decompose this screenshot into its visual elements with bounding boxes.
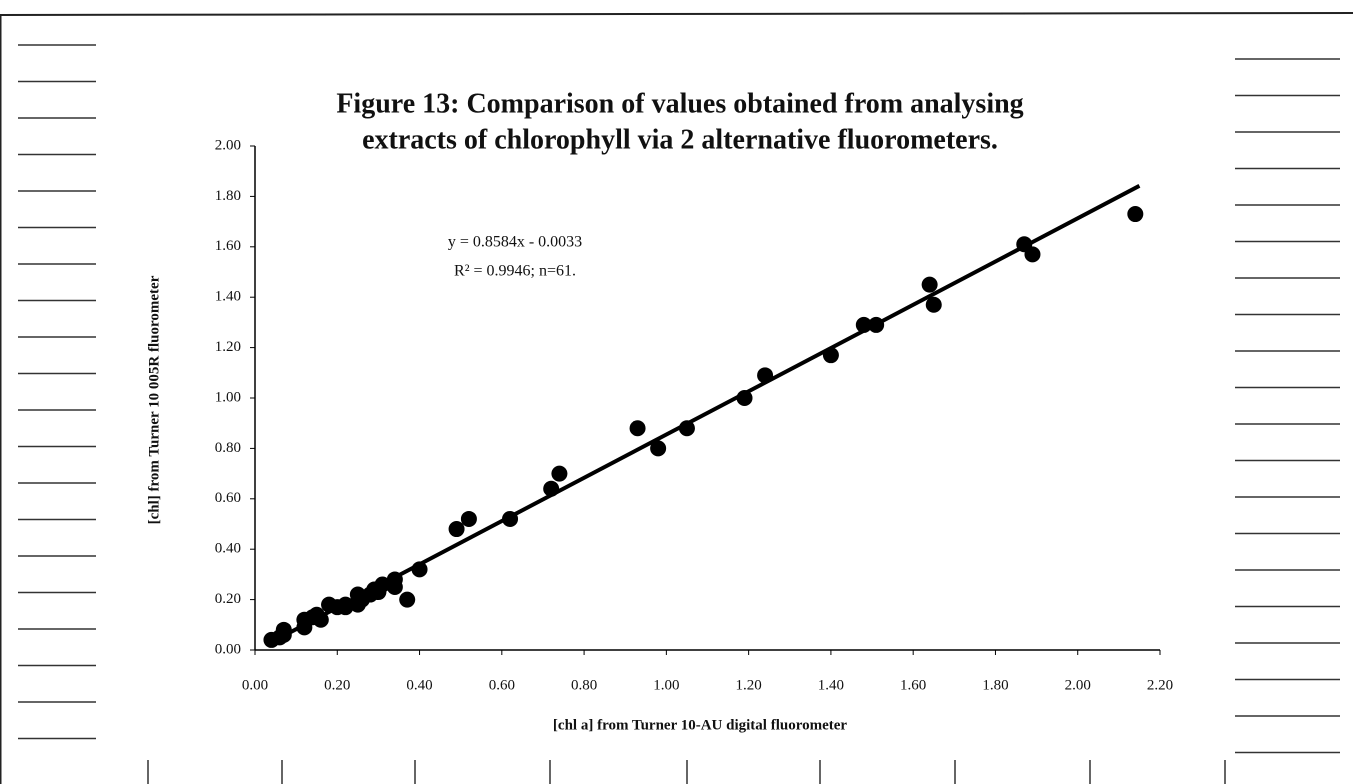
- chart-title: extracts of chlorophyll via 2 alternativ…: [362, 124, 998, 155]
- y-tick-label: 0.60: [215, 490, 241, 506]
- data-point: [925, 296, 942, 313]
- data-point: [650, 440, 667, 457]
- data-point: [855, 316, 872, 333]
- x-tick-label: 1.80: [982, 677, 1008, 693]
- x-axis-label: [chl a] from Turner 10-AU digital fluoro…: [553, 717, 847, 733]
- data-point: [551, 465, 568, 482]
- x-tick-label: 1.40: [818, 677, 844, 693]
- y-tick-label: 2.00: [215, 137, 241, 153]
- data-point: [868, 316, 885, 333]
- data-point: [502, 510, 519, 527]
- data-point: [736, 390, 753, 406]
- y-tick-label: 1.20: [215, 339, 241, 355]
- y-axis-label: [chl] from Turner 10 005R fluorometer: [146, 275, 162, 524]
- data-point: [460, 510, 477, 527]
- x-tick-label: 1.20: [736, 677, 762, 693]
- y-tick-label: 0.20: [215, 591, 241, 607]
- chart-title: Figure 13: Comparison of values obtained…: [336, 88, 1023, 119]
- data-point: [678, 420, 695, 437]
- data-point: [543, 480, 560, 497]
- data-point: [448, 521, 465, 538]
- data-point: [386, 579, 403, 595]
- data-point: [629, 420, 646, 437]
- data-point: [757, 367, 774, 384]
- data-point: [411, 561, 428, 578]
- data-point: [921, 276, 938, 293]
- x-tick-label: 0.40: [406, 677, 432, 693]
- y-tick-label: 1.40: [215, 289, 241, 305]
- data-point: [1024, 246, 1041, 263]
- x-tick-label: 0.20: [324, 677, 350, 693]
- x-tick-label: 0.60: [489, 677, 515, 693]
- page-border: [0, 12, 1353, 16]
- x-tick-label: 0.00: [242, 677, 268, 693]
- x-tick-label: 1.60: [900, 677, 926, 693]
- data-point: [399, 591, 416, 608]
- data-point: [312, 611, 329, 628]
- y-tick-label: 0.80: [215, 440, 241, 456]
- data-point: [1127, 206, 1144, 223]
- data-point: [374, 576, 391, 593]
- annotation: y = 0.8584x - 0.0033: [448, 234, 582, 251]
- y-tick-label: 1.60: [215, 238, 241, 254]
- data-point: [337, 599, 354, 616]
- y-tick-label: 1.80: [215, 188, 241, 204]
- y-tick-label: 0.00: [215, 641, 241, 657]
- data-point: [822, 347, 839, 364]
- x-tick-label: 2.00: [1065, 677, 1091, 693]
- x-tick-label: 0.80: [571, 677, 597, 693]
- annotation: R² = 0.9946; n=61.: [454, 263, 576, 280]
- x-tick-label: 2.20: [1147, 677, 1173, 693]
- x-tick-label: 1.00: [653, 677, 679, 693]
- y-tick-label: 0.40: [215, 541, 241, 557]
- y-tick-label: 1.00: [215, 389, 241, 405]
- data-point: [275, 626, 292, 643]
